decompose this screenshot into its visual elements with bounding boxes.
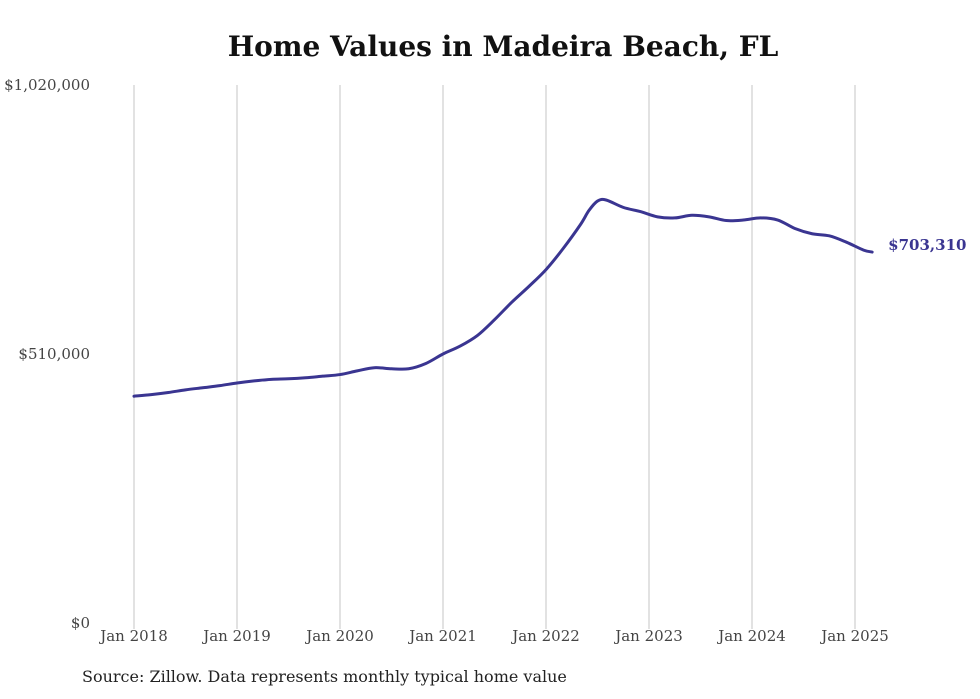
data-point [673, 216, 677, 220]
data-point [870, 250, 874, 254]
data-point [587, 209, 591, 213]
data-point [578, 223, 582, 227]
data-point [338, 373, 342, 377]
data-point [407, 367, 411, 371]
x-tick-label: Jan 2018 [98, 627, 168, 645]
data-point [201, 386, 205, 390]
data-point [690, 213, 694, 217]
data-point [510, 300, 514, 304]
x-tick-label: Jan 2025 [819, 627, 889, 645]
series-layer: $703,310 [132, 197, 966, 398]
data-point [596, 199, 600, 203]
data-point [475, 334, 479, 338]
data-point [724, 219, 728, 223]
x-tick-label: Jan 2020 [304, 627, 374, 645]
data-point [793, 226, 797, 230]
data-point [235, 381, 239, 385]
y-tick-label: $1,020,000 [4, 76, 90, 94]
data-point [707, 215, 711, 219]
data-point [527, 284, 531, 288]
data-point [287, 377, 291, 381]
data-point [390, 367, 394, 371]
data-point [304, 376, 308, 380]
data-point [604, 198, 608, 202]
data-point [759, 216, 763, 220]
y-tick-label: $0 [71, 614, 90, 632]
data-point [544, 268, 548, 272]
data-point [844, 240, 848, 244]
data-point [827, 234, 831, 238]
x-tick-label: Jan 2024 [716, 627, 786, 645]
data-point [321, 374, 325, 378]
x-tick-label: Jan 2022 [510, 627, 580, 645]
data-point [561, 247, 565, 251]
data-point [355, 369, 359, 373]
data-point [269, 377, 273, 381]
data-point [218, 384, 222, 388]
data-point [252, 379, 256, 383]
x-axis: Jan 2018 Jan 2019 Jan 2020 Jan 2021 Jan 2022… [98, 627, 889, 645]
end-value-label: $703,310 [888, 236, 966, 254]
data-point [638, 210, 642, 214]
data-point [458, 344, 462, 348]
x-tick-label: Jan 2019 [201, 627, 271, 645]
data-point [810, 232, 814, 236]
data-point [621, 205, 625, 209]
data-point [741, 218, 745, 222]
data-point [441, 352, 445, 356]
data-point [776, 218, 780, 222]
data-point [372, 366, 376, 370]
data-point [656, 215, 660, 219]
chart-title: Home Values in Madeira Beach, FL [227, 30, 779, 63]
data-point [862, 248, 866, 252]
x-tick-label: Jan 2021 [407, 627, 477, 645]
gridlines [133, 85, 856, 629]
x-tick-label: Jan 2023 [613, 627, 683, 645]
data-point [166, 391, 170, 395]
data-point [184, 388, 188, 392]
data-point [424, 361, 428, 365]
y-tick-label: $510,000 [18, 345, 90, 363]
data-point [132, 394, 136, 398]
y-axis: $0 $510,000 $1,020,000 [4, 76, 90, 632]
data-point [149, 393, 153, 397]
series-line [132, 197, 874, 398]
data-point [493, 318, 497, 322]
source-note: Source: Zillow. Data represents monthly … [82, 667, 567, 686]
